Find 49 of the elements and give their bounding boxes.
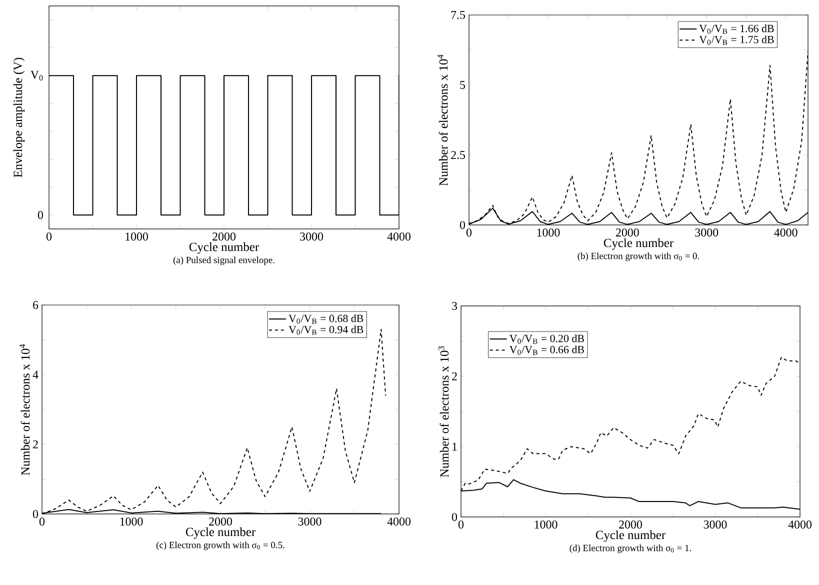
- x-axis-title: Cycle number: [186, 527, 256, 539]
- y-axis-title: Number of electrons x 10$^{4}$: [19, 344, 30, 476]
- y-tick-label: 0: [460, 220, 466, 230]
- x-tick-label: 3000: [300, 232, 323, 241]
- y-axis-title: Envelope amplitude (V): [13, 58, 25, 178]
- y-tick-label: 2: [452, 372, 457, 380]
- x-tick-label: 1000: [120, 518, 143, 526]
- text: (c) Electron growth with σ$_{0}$ = 0.5.: [156, 542, 284, 550]
- x-tick-label: 2000: [212, 232, 236, 241]
- x-tick-label: 2000: [619, 520, 642, 529]
- text: (a) Pulsed signal envelope.: [173, 256, 274, 266]
- x-tick-label: 0: [39, 518, 45, 526]
- y-axis-title: Number of electrons x 10$^{3}$: [438, 346, 449, 478]
- y-tick-label: 1: [452, 442, 457, 451]
- y-tick-label: 5: [460, 81, 466, 89]
- x-tick-label: 4000: [387, 518, 410, 526]
- x-axis-title: Cycle number: [596, 530, 666, 542]
- text: (d) Electron growth with σ$_{0}$ = 1.: [570, 544, 692, 554]
- text: V$_{0}$: [30, 70, 43, 81]
- x-tick-label: 3000: [695, 228, 718, 237]
- y-tick-label: 0: [32, 510, 38, 518]
- x-tick-label: 2000: [209, 518, 232, 526]
- legend-label: V$_{0}$/V$_{B}$ = 1.66 dB: [699, 24, 774, 34]
- x-tick-label: 0: [466, 228, 472, 237]
- x-tick-label: 3000: [704, 520, 727, 529]
- x-tick-label: 2000: [616, 228, 639, 237]
- x-tick-label: 1000: [537, 228, 560, 237]
- y-tick-label: 2: [33, 440, 38, 448]
- legend-label: V$_{0}$/V$_{B}$ = 1.75 dB: [699, 36, 774, 45]
- x-tick-label: 1000: [534, 520, 558, 529]
- x-tick-label: 3000: [298, 518, 322, 526]
- y-tick-label: 2.5: [451, 150, 466, 160]
- text: (b) Electron growth with σ$_{0}$ = 0.: [578, 252, 700, 262]
- y-tick-label: 4: [32, 370, 38, 379]
- x-axis-title: Cycle number: [189, 242, 260, 254]
- legend-label: V$_{0}$/V$_{B}$ = 0.20 dB: [509, 334, 584, 344]
- x-axis-title: Cycle number: [604, 238, 674, 250]
- x-tick-label: 4000: [788, 520, 812, 529]
- y-tick-label: 6: [33, 300, 38, 309]
- y-tick-label: 3: [452, 302, 458, 310]
- legend-label: V$_{0}$/V$_{B}$ = 0.66 dB: [509, 346, 584, 355]
- legend-label: V$_{0}$/V$_{B}$ = 0.94 dB: [288, 326, 364, 335]
- x-tick-label: 4000: [774, 228, 798, 237]
- x-tick-label: 1000: [126, 232, 148, 241]
- legend-label: V$_{0}$/V$_{B}$ = 0.68 dB: [288, 314, 364, 324]
- y-axis-title: Number of electrons x 10$^{4}$: [438, 54, 448, 186]
- x-tick-label: 4000: [387, 232, 410, 241]
- y-tick-label: 7.5: [451, 10, 466, 19]
- x-tick-label: 0: [46, 232, 52, 241]
